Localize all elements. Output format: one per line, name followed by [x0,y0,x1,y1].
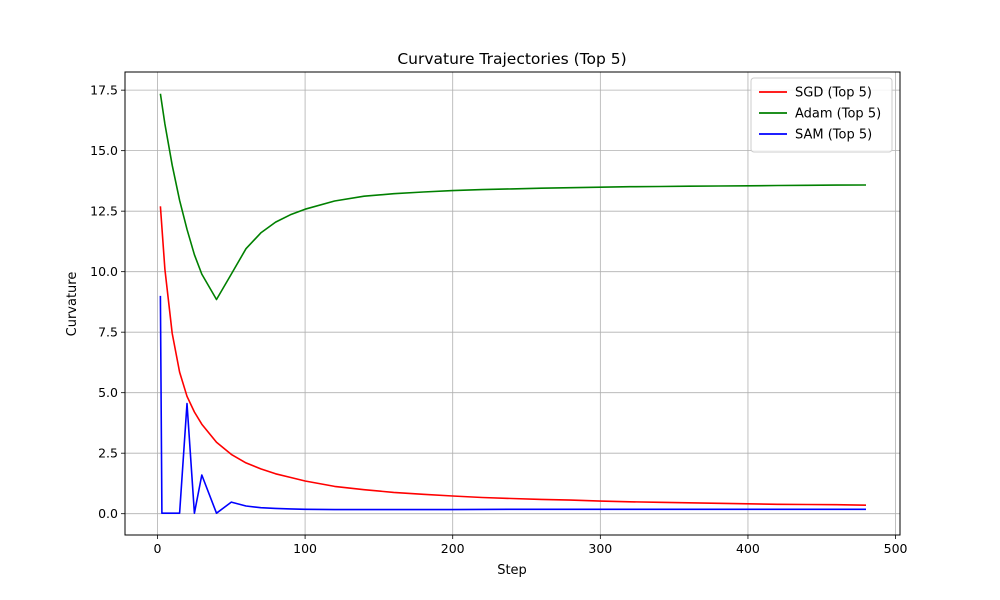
grid [125,72,900,535]
x-tick-label: 0 [153,541,161,556]
y-axis-ticks: 0.0 2.5 5.0 7.5 10.0 12.5 15.0 17.5 [90,83,125,521]
y-tick-label: 17.5 [90,83,118,98]
y-tick-label: 15.0 [90,143,118,158]
y-tick-label: 12.5 [90,204,118,219]
y-tick-label: 10.0 [90,264,118,279]
legend: SGD (Top 5) Adam (Top 5) SAM (Top 5) [750,77,893,153]
x-axis-ticks: 0 100 200 300 400 500 [153,535,908,556]
y-tick-label: 0.0 [98,506,118,521]
sgd-series-line [159,206,867,506]
sam-series-line [159,295,866,515]
y-tick-label: 5.0 [98,385,118,400]
x-tick-label: 500 [884,541,908,556]
series-layer [159,93,867,515]
x-tick-label: 200 [441,541,465,556]
sam-legend-label: SAM (Top 5) [795,128,872,143]
y-axis-label: Curvature [65,272,80,337]
y-tick-label: 7.5 [98,325,118,340]
sgd-legend-label: SGD (Top 5) [795,86,872,101]
plot-area-frame [124,71,901,536]
x-axis-label: Step [497,563,527,578]
chart-title: Curvature Trajectories (Top 5) [397,50,626,68]
x-tick-label: 100 [293,541,317,556]
y-tick-label: 2.5 [98,446,118,461]
x-tick-label: 400 [736,541,760,556]
adam-legend-label: Adam (Top 5) [795,107,881,122]
x-tick-label: 300 [588,541,612,556]
adam-series-line [159,93,867,301]
